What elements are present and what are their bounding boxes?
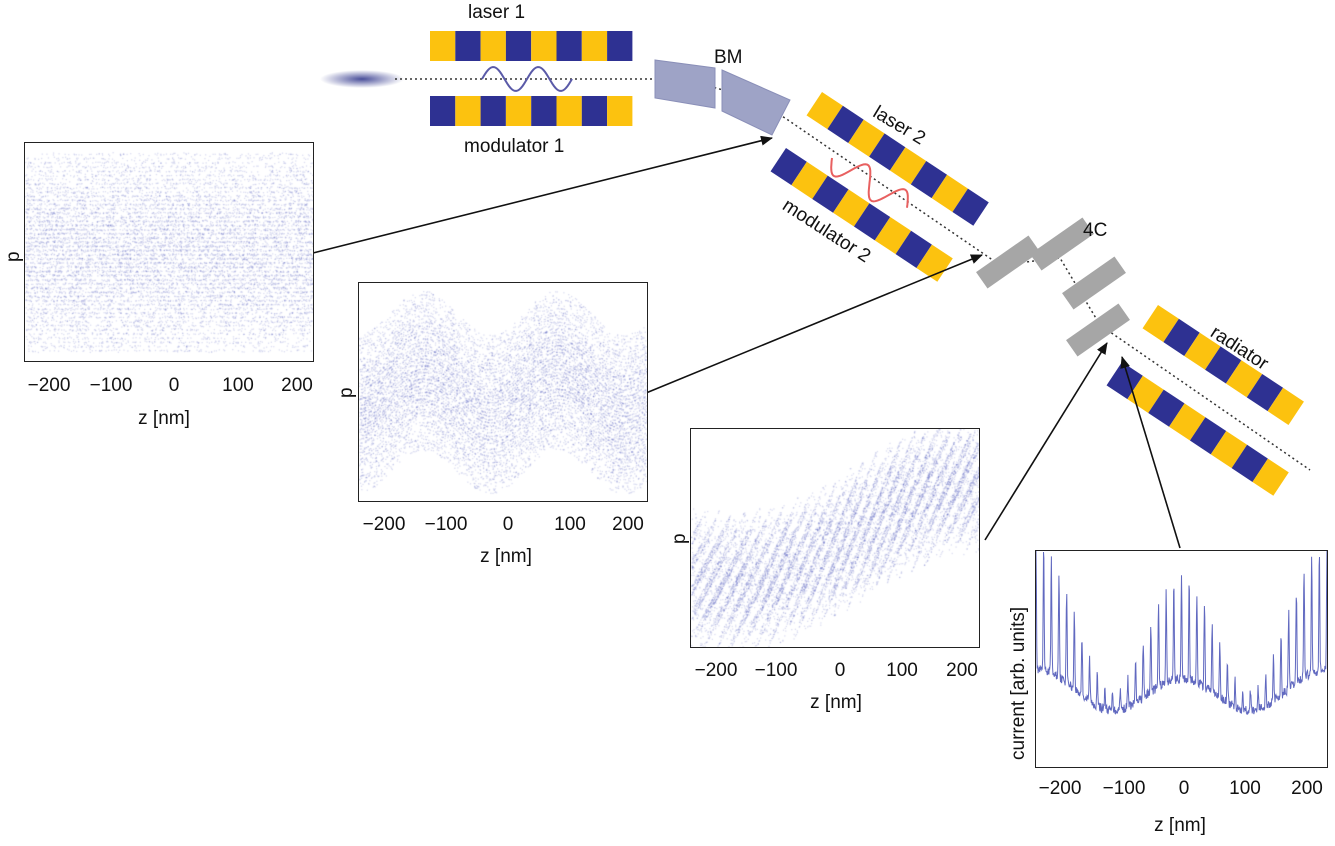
plot4-y-axis-label: current [arb. units] — [1008, 607, 1030, 760]
modulator-1-upper-magnets — [430, 31, 632, 61]
plot3-x-axis-label: z [nm] — [810, 692, 862, 714]
electron-bunch — [320, 70, 404, 88]
current-line — [1036, 551, 1327, 715]
arrow-plot3-to-chicane — [985, 343, 1107, 540]
plot2-x-tick: −200 — [363, 514, 406, 536]
phase-space-modulated-plot — [358, 282, 648, 502]
plot1-x-tick: −100 — [90, 375, 133, 397]
phase-space-modulated-scatter — [359, 283, 647, 501]
phase-space-echo-scatter — [691, 429, 979, 647]
magnet-pole — [506, 96, 531, 126]
bending-magnet — [655, 60, 790, 135]
plot2-x-axis-label: z [nm] — [480, 546, 532, 568]
magnet-pole — [430, 96, 455, 126]
plot2-x-tick: 200 — [612, 514, 644, 536]
plot1-x-tick: 100 — [222, 375, 254, 397]
plot1-x-tick: 0 — [169, 375, 180, 397]
magnet-pole — [506, 31, 531, 61]
plot2-x-tick: 0 — [503, 514, 514, 536]
magnet-pole — [430, 31, 455, 61]
plot2-x-tick: −100 — [425, 514, 468, 536]
plot2-y-axis-label: p — [336, 387, 358, 398]
four-c-label: 4C — [1083, 220, 1107, 242]
magnet-pole — [607, 31, 632, 61]
bm-label: BM — [714, 47, 743, 69]
plot3-y-axis-label: p — [669, 533, 691, 544]
laser-1-label: laser 1 — [468, 2, 525, 24]
magnet-pole — [557, 31, 582, 61]
modulator-1-label: modulator 1 — [464, 136, 564, 158]
phase-space-initial-scatter — [25, 143, 313, 361]
plot4-x-tick: 200 — [1291, 778, 1323, 800]
magnet-pole — [455, 96, 480, 126]
phase-space-echo-plot — [690, 428, 980, 648]
plot1-x-tick: −200 — [28, 375, 71, 397]
plot4-x-tick: 0 — [1179, 778, 1190, 800]
plot3-x-tick: −200 — [695, 660, 738, 682]
magnet-pole — [582, 31, 607, 61]
phase-space-initial-plot — [24, 142, 314, 362]
plot4-x-axis-label: z [nm] — [1154, 815, 1206, 837]
plot3-x-tick: 100 — [886, 660, 918, 682]
plot2-x-tick: 100 — [554, 514, 586, 536]
magnet-pole — [557, 96, 582, 126]
plot3-x-tick: 200 — [946, 660, 978, 682]
magnet-pole — [531, 96, 556, 126]
magnet-pole — [607, 96, 632, 126]
plot4-x-tick: −100 — [1103, 778, 1146, 800]
plot3-x-tick: 0 — [835, 660, 846, 682]
plot1-x-axis-label: z [nm] — [138, 408, 190, 430]
arrow-plot2-to-modulator2 — [646, 255, 982, 393]
magnet-pole — [582, 96, 607, 126]
current-profile-trace — [1036, 551, 1327, 767]
plot1-y-axis-label: p — [3, 251, 25, 262]
plot4-x-tick: −200 — [1039, 778, 1082, 800]
magnet-pole — [481, 96, 506, 126]
current-profile-plot — [1035, 550, 1328, 768]
modulator-1-lower-magnets — [430, 96, 632, 126]
magnet-pole — [481, 31, 506, 61]
magnet-pole — [531, 31, 556, 61]
magnet-pole — [455, 31, 480, 61]
plot4-x-tick: 100 — [1229, 778, 1261, 800]
plot3-x-tick: −100 — [755, 660, 798, 682]
plot1-x-tick: 200 — [281, 375, 313, 397]
